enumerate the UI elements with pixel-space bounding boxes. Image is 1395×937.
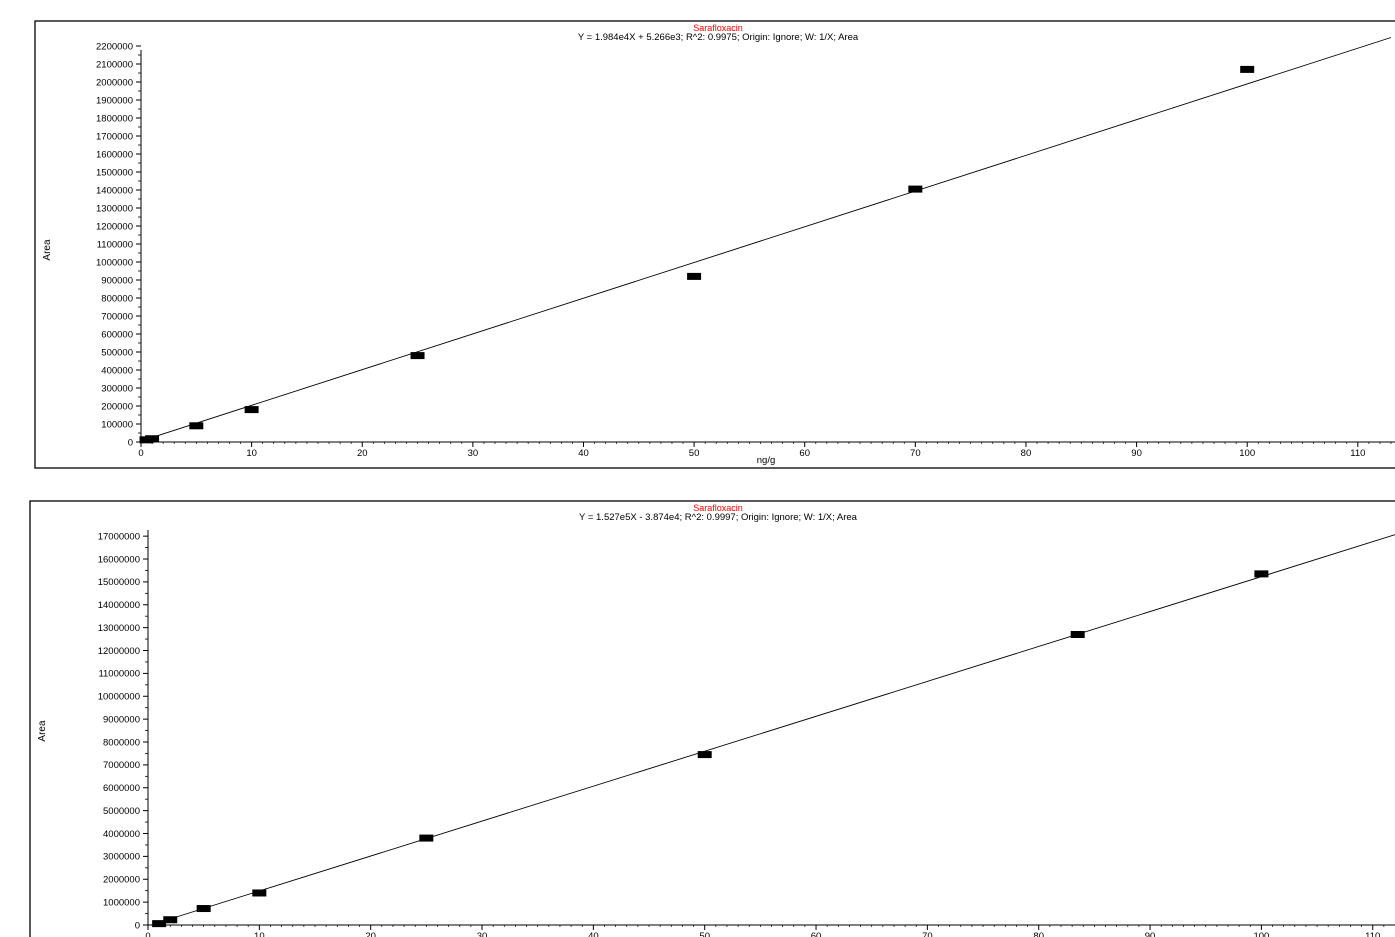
fit-line: [140, 37, 1392, 442]
x-tick-label: 90: [1145, 931, 1156, 937]
y-tick-label: 1200000: [96, 221, 133, 232]
x-tick-label: 0: [145, 931, 150, 937]
x-tick-label: 0: [138, 448, 143, 459]
x-axis-label: ng/g: [757, 455, 776, 466]
y-tick-label: 500000: [101, 347, 133, 358]
x-tick-label: 50: [699, 931, 710, 937]
x-tick-label: 20: [357, 448, 368, 459]
data-point: [145, 435, 160, 443]
y-tick-label: 3000000: [103, 852, 140, 863]
data-point: [252, 889, 267, 897]
y-tick-label: 8000000: [103, 737, 140, 748]
y-tick-label: 2200000: [96, 41, 133, 52]
y-tick-label: 16000000: [98, 554, 140, 565]
y-tick-label: 1100000: [97, 239, 133, 250]
data-point: [196, 905, 211, 913]
x-tick-label: 60: [811, 931, 822, 937]
x-tick-label: 10: [254, 931, 265, 937]
y-tick-label: 0: [135, 920, 140, 931]
x-tick-label: 80: [1021, 448, 1032, 459]
x-tick-label: 30: [477, 931, 488, 937]
x-tick-label: 10: [246, 448, 257, 459]
y-tick-label: 15000000: [98, 577, 140, 588]
data-point: [163, 916, 178, 924]
data-point: [1254, 570, 1269, 578]
y-tick-label: 300000: [101, 383, 133, 394]
data-point: [152, 920, 167, 928]
y-tick-label: 6000000: [103, 783, 140, 794]
x-tick-label: 110: [1365, 931, 1380, 937]
x-tick-label: 100: [1239, 448, 1255, 459]
y-tick-label: 400000: [101, 365, 133, 376]
chart-title: Sarafloxacin: [693, 23, 743, 33]
x-tick-label: 70: [922, 931, 933, 937]
y-tick-label: 12000000: [98, 646, 140, 657]
y-tick-label: 1000000: [103, 897, 140, 908]
y-tick-label: 1400000: [96, 185, 133, 196]
fit-line: [150, 534, 1395, 926]
y-tick-label: 11000000: [98, 669, 140, 680]
x-tick-label: 50: [689, 448, 700, 459]
data-point: [1070, 631, 1085, 639]
x-tick-label: 100: [1253, 931, 1269, 937]
y-tick-label: 10000000: [98, 692, 140, 703]
x-tick-label: 40: [578, 448, 589, 459]
chart-title: Sarafloxacin: [693, 503, 743, 513]
x-tick-label: 90: [1131, 448, 1142, 459]
y-tick-label: 700000: [101, 311, 133, 322]
data-point: [189, 422, 204, 430]
y-tick-label: 200000: [101, 401, 133, 412]
y-tick-label: 1900000: [96, 95, 133, 106]
y-tick-label: 600000: [101, 329, 133, 340]
y-tick-label: 1700000: [96, 131, 133, 142]
data-point: [697, 751, 712, 759]
data-point: [244, 406, 259, 414]
data-point: [1240, 65, 1255, 73]
chart-equation: Y = 1.984e4X + 5.266e3; R^2: 0.9975; Ori…: [578, 32, 859, 43]
chart-frame: [29, 500, 1395, 937]
x-tick-label: 110: [1350, 448, 1365, 459]
y-tick-label: 900000: [101, 275, 133, 286]
chart-equation: Y = 1.527e5X - 3.874e4; R^2: 0.9997; Ori…: [579, 512, 858, 523]
data-point: [419, 834, 434, 842]
y-tick-label: 17000000: [98, 531, 140, 542]
x-tick-label: 70: [910, 448, 921, 459]
chart-frame: [34, 20, 1395, 469]
y-tick-label: 7000000: [103, 760, 140, 771]
y-tick-label: 1500000: [96, 167, 133, 178]
y-tick-label: 1600000: [96, 149, 133, 160]
x-tick-label: 80: [1033, 931, 1044, 937]
y-axis-label: Area: [42, 239, 53, 261]
y-tick-label: 13000000: [98, 623, 140, 634]
y-tick-label: 1300000: [96, 203, 133, 214]
y-tick-label: 0: [128, 437, 133, 448]
x-tick-label: 60: [799, 448, 810, 459]
y-tick-label: 2100000: [96, 59, 133, 70]
y-tick-label: 1800000: [96, 113, 133, 124]
y-tick-label: 14000000: [98, 600, 140, 611]
y-tick-label: 2000000: [96, 77, 133, 88]
x-tick-label: 20: [365, 931, 376, 937]
data-point: [410, 352, 425, 360]
y-tick-label: 2000000: [103, 875, 140, 886]
x-tick-label: 40: [588, 931, 599, 937]
y-tick-label: 4000000: [103, 829, 140, 840]
data-point: [908, 185, 923, 193]
y-tick-label: 800000: [101, 293, 133, 304]
y-tick-label: 1000000: [96, 257, 133, 268]
y-tick-label: 5000000: [103, 806, 140, 817]
y-tick-label: 9000000: [103, 714, 140, 725]
y-tick-label: 100000: [101, 419, 133, 430]
x-tick-label: 30: [468, 448, 479, 459]
data-point: [687, 272, 702, 280]
y-axis-label: Area: [37, 720, 48, 742]
